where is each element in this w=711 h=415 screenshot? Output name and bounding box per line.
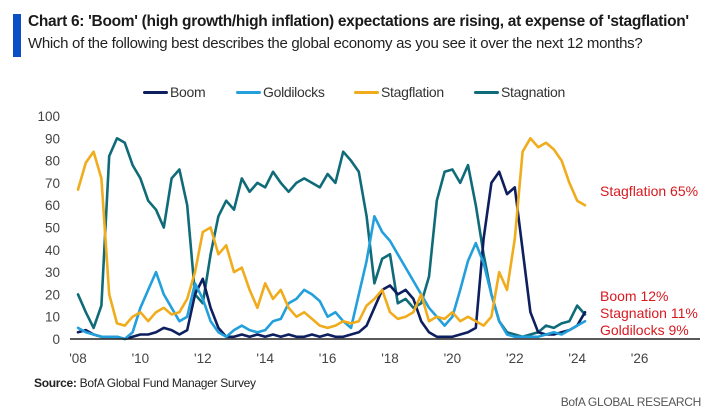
legend-label-goldilocks: Goldilocks	[263, 84, 325, 100]
legend-item-goldilocks: Goldilocks	[236, 84, 325, 100]
x-tick-label: '14	[256, 351, 274, 366]
legend: Boom Goldilocks Stagflation Stagnation	[0, 84, 711, 104]
series-line-goldilocks	[76, 215, 587, 341]
source-label: Source:	[34, 376, 77, 390]
legend-item-stagnation: Stagnation	[474, 84, 565, 100]
chart-title: Chart 6: 'Boom' (high growth/high inflat…	[28, 13, 689, 30]
y-tick-label: 30	[45, 265, 60, 280]
legend-swatch-goldilocks	[236, 90, 261, 94]
x-axis: '08 '10 '12 '14 '16 '18 '20 '22 '24 '26	[69, 351, 648, 366]
x-tick-label: '20	[444, 351, 462, 366]
brand-footer: BofA GLOBAL RESEARCH	[560, 395, 702, 409]
y-axis: 0 10 20 30 40 50 60 70 80 90 100	[37, 109, 60, 347]
y-tick-label: 90	[45, 131, 60, 146]
legend-swatch-boom	[143, 90, 168, 94]
annotation-stagflation: Stagflation 65%	[600, 183, 698, 199]
legend-item-boom: Boom	[143, 84, 206, 100]
x-tick-label: '24	[568, 351, 586, 366]
y-tick-label: 10	[45, 310, 60, 325]
y-tick-label: 40	[45, 243, 60, 258]
series-line-stagnation	[76, 137, 587, 339]
chart-subtitle: Which of the following best describes th…	[28, 35, 643, 52]
legend-label-stagflation: Stagflation	[381, 84, 444, 100]
y-tick-label: 50	[45, 221, 60, 236]
series-line-stagflation	[76, 137, 587, 330]
y-tick-label: 80	[45, 154, 60, 169]
x-tick-label: '26	[631, 351, 649, 366]
title-accent-bar	[13, 14, 21, 57]
legend-item-stagflation: Stagflation	[354, 84, 444, 100]
x-tick-label: '16	[319, 351, 337, 366]
x-tick-label: '22	[506, 351, 524, 366]
x-tick-label: '08	[69, 351, 87, 366]
series-line-boom	[76, 170, 587, 341]
y-tick-label: 60	[45, 198, 60, 213]
legend-swatch-stagflation	[354, 90, 379, 94]
annotation-boom: Boom 12%	[600, 288, 668, 304]
annotations: Stagflation 65% Boom 12%Stagnation 11%Gol…	[600, 183, 698, 338]
x-tick-label: '18	[381, 351, 399, 366]
y-tick-label: 100	[37, 109, 60, 124]
y-tick-label: 70	[45, 176, 60, 191]
x-tick-label: '10	[132, 351, 150, 366]
annotation-goldilocks: Goldilocks 9%	[600, 322, 689, 338]
source-note: Source: BofA Global Fund Manager Survey	[34, 376, 256, 390]
series-lines	[76, 137, 587, 341]
legend-label-stagnation: Stagnation	[501, 84, 565, 100]
y-tick-label: 20	[45, 287, 60, 302]
legend-swatch-stagnation	[474, 90, 499, 94]
legend-label-boom: Boom	[170, 84, 206, 100]
source-text: BofA Global Fund Manager Survey	[76, 376, 256, 390]
x-tick-label: '12	[194, 351, 212, 366]
y-tick-label: 0	[52, 332, 60, 347]
annotation-stagnation: Stagnation 11%	[600, 305, 698, 321]
